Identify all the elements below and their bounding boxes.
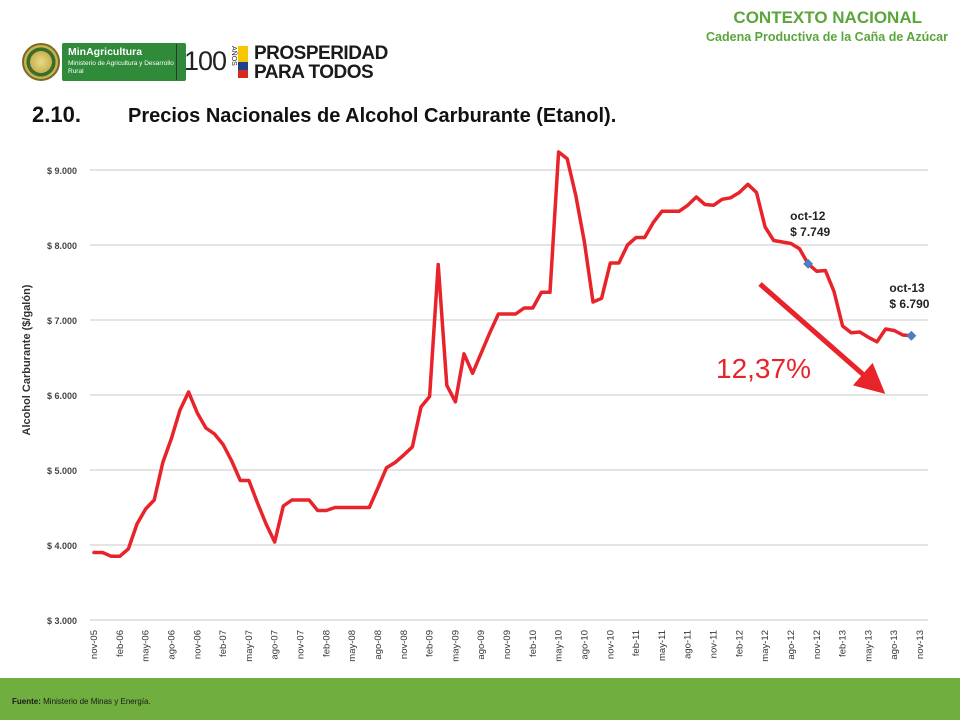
x-tick-label: ago-10 <box>579 630 590 660</box>
x-tick-label: feb-10 <box>528 630 539 657</box>
colombia-seal-icon <box>22 43 60 81</box>
source-text: Ministerio de Minas y Energía. <box>43 697 151 706</box>
x-tick-label: feb-08 <box>321 630 332 657</box>
footer-bar <box>0 678 960 720</box>
y-tick-label: $ 4.000 <box>47 541 77 551</box>
slogan-line-2: PARA TODOS <box>254 62 374 83</box>
x-tick-label: feb-06 <box>115 630 126 657</box>
source-label: Fuente: <box>12 697 41 706</box>
x-tick-label: may-11 <box>657 630 668 661</box>
x-tick-label: feb-09 <box>425 630 436 657</box>
section-title: 2.10. Precios Nacionales de Alcohol Carbu… <box>32 102 616 128</box>
annotation-date-label: oct-13 <box>889 281 925 295</box>
y-tick-label: $ 5.000 <box>47 466 77 476</box>
x-tick-label: feb-11 <box>631 630 642 656</box>
x-tick-label: nov-09 <box>502 630 513 659</box>
x-tick-label: ago-12 <box>786 630 797 660</box>
annotation-marker <box>906 330 917 341</box>
decline-arrow-line <box>758 282 886 394</box>
ministry-name: MinAgricultura <box>68 46 143 58</box>
x-tick-label: may-08 <box>347 630 358 662</box>
y-tick-label: $ 3.000 <box>47 616 77 626</box>
prosperidad-logo: PROSPERIDAD PARA TODOS <box>254 44 388 82</box>
x-tick-label: nov-10 <box>605 630 616 659</box>
x-tick-label: ago-11 <box>683 630 694 659</box>
annotation-value-label: $ 7.749 <box>790 225 830 239</box>
footer-source: Fuente: Ministerio de Minas y Energía. <box>12 697 151 706</box>
centenary-number: 100 <box>184 46 227 76</box>
x-tick-label: may-10 <box>554 630 565 662</box>
annotation-markers: oct-12 $ 7.749 oct-13 $ 6.790 <box>790 209 930 341</box>
x-tick-label: may-12 <box>760 630 771 662</box>
annotation-marker <box>803 258 814 269</box>
centenary-years: AÑOS <box>230 46 237 66</box>
annotation-date-label: oct-12 <box>790 209 826 223</box>
x-tick-label: feb-13 <box>838 630 849 657</box>
x-tick-label: may-09 <box>450 630 461 662</box>
x-tick-label: nov-05 <box>89 630 100 659</box>
x-tick-label: nov-06 <box>192 630 203 659</box>
series-line <box>92 150 914 559</box>
x-tick-label: ago-07 <box>270 630 281 660</box>
x-tick-label: ago-08 <box>373 630 384 660</box>
context-title: CONTEXTO NACIONAL <box>733 8 922 27</box>
change-percentage-label: 12,37% <box>716 353 811 384</box>
x-tick-label: ago-13 <box>889 630 900 660</box>
x-tick-labels: nov-05 feb-06 may-06 ago-06 nov-06 feb-07 may-… <box>89 630 926 662</box>
x-tick-label: feb-07 <box>218 630 229 657</box>
x-tick-label: may-06 <box>141 630 152 662</box>
context-subtitle: Cadena Productiva de la Caña de Azúcar <box>706 30 948 44</box>
section-title-text: Precios Nacionales de Alcohol Carburante… <box>128 105 617 127</box>
ethanol-price-chart: $ 3.000 $ 4.000 $ 5.000 $ 6.000 $ 7.000 $ 8.0… <box>21 150 930 662</box>
x-tick-label: nov-13 <box>915 630 926 659</box>
y-tick-label: $ 9.000 <box>47 166 77 176</box>
x-tick-label: nov-12 <box>812 630 823 659</box>
x-tick-label: feb-12 <box>734 630 745 657</box>
decline-arrow <box>758 282 886 394</box>
y-tick-label: $ 7.000 <box>47 316 77 326</box>
x-tick-label: nov-08 <box>399 630 410 659</box>
colombia-flag-icon <box>238 46 248 78</box>
logo-divider <box>176 44 177 80</box>
y-tick-label: $ 8.000 <box>47 241 77 251</box>
minagricultura-logo: MinAgricultura Ministerio de Agricultura… <box>62 43 186 81</box>
x-tick-label: ago-06 <box>166 630 177 660</box>
x-tick-label: may-07 <box>244 630 255 662</box>
y-axis-label: Alcohol Carburante ($/galón) <box>21 284 33 435</box>
x-tick-label: ago-09 <box>476 630 487 660</box>
y-tick-label: $ 6.000 <box>47 391 77 401</box>
ministry-full-name: Ministerio de Agricultura y Desarrollo R… <box>68 60 174 75</box>
section-number: 2.10. <box>32 102 81 127</box>
x-tick-label: nov-11 <box>709 630 720 658</box>
x-tick-label: nov-07 <box>296 630 307 659</box>
slogan-line-1: PROSPERIDAD <box>254 43 388 64</box>
header-logos: MinAgricultura Ministerio de Agricultura… <box>22 40 388 84</box>
x-tick-label: may-13 <box>863 630 874 662</box>
y-tick-labels: $ 3.000 $ 4.000 $ 5.000 $ 6.000 $ 7.000 $ 8.0… <box>47 166 77 626</box>
annotation-value-label: $ 6.790 <box>889 297 929 311</box>
gridlines <box>90 169 928 621</box>
